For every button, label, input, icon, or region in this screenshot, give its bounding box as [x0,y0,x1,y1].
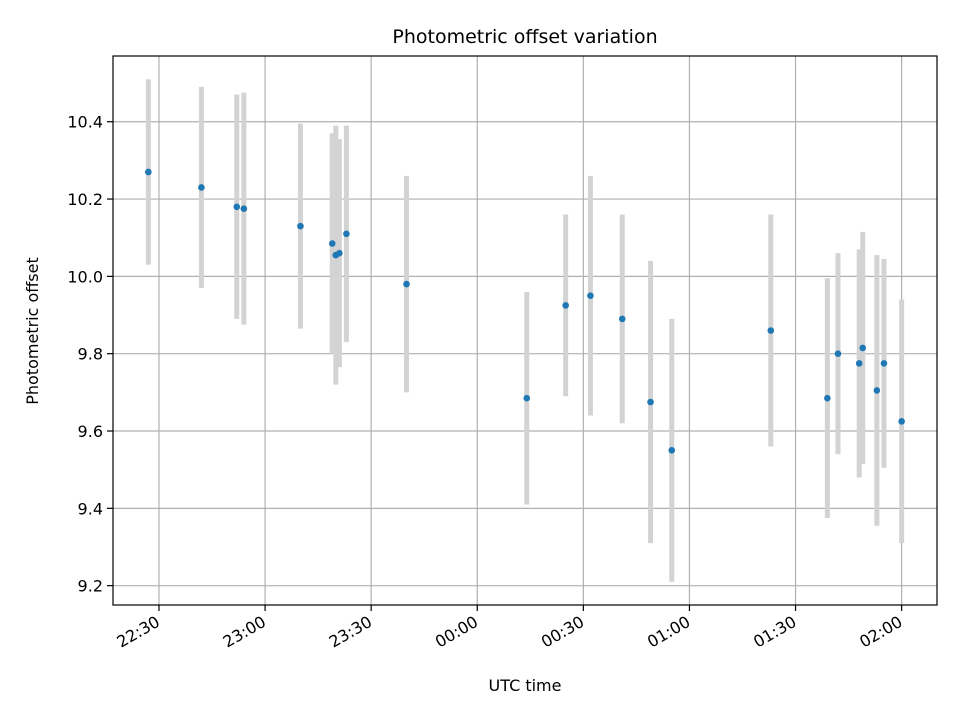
y-axis-label: Photometric offset [23,257,42,405]
data-point [562,302,569,309]
data-point [873,387,881,394]
data-point [523,394,531,402]
plot-frame [112,55,938,606]
data-point [824,394,831,402]
data-point [297,222,304,230]
grid [113,56,937,605]
data-point [233,203,241,211]
y-tick-label: 9.4 [78,499,103,518]
y-tick-label: 10.2 [67,190,103,209]
data-point [859,344,867,352]
data-point [767,327,775,334]
data-point [145,168,152,176]
y-tick-label: 10.0 [67,267,103,286]
data-point [898,418,905,425]
chart-title: Photometric offset variation [392,26,657,48]
data-point [343,230,350,238]
data-point [647,398,654,406]
data-point [328,240,336,247]
data-points [145,168,905,454]
y-tick-label: 9.8 [78,345,103,364]
y-tick-label: 10.4 [67,113,103,132]
y-tick-label: 9.6 [78,422,103,441]
data-point [618,315,626,323]
data-point [336,249,343,257]
data-point [668,447,676,454]
y-tick-label: 9.2 [78,577,103,596]
data-point [587,292,594,300]
y-axis: 9.2 9.4 9.6 9.8 10.0 10.2 10.4 [67,113,113,596]
data-point [198,184,205,191]
data-point [403,280,410,288]
data-point [834,350,842,357]
x-axis-label: UTC time [489,676,562,695]
data-point [855,360,863,367]
data-point [880,360,888,367]
data-point [240,205,248,213]
